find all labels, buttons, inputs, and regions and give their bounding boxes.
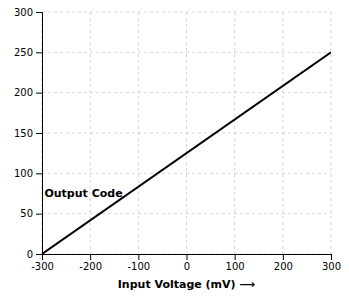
- x-tick: 300: [322, 254, 341, 272]
- x-tick-label: 200: [274, 261, 293, 272]
- x-tick: 200: [274, 254, 293, 272]
- y-tick-label: 200: [14, 87, 33, 98]
- y-axis: 0 50 100 150 200 250 300: [14, 7, 43, 260]
- y-tick: 200: [14, 87, 42, 98]
- y-tick-label: 0: [27, 249, 33, 260]
- y-tick-mark: [36, 254, 42, 255]
- chart: -300 -200 -100 0 100 200 300 0 50 100 150 200 250 300…: [0, 0, 349, 298]
- y-tick-label: 100: [14, 168, 33, 179]
- x-tick-label: -200: [79, 261, 102, 272]
- x-tick-label: 100: [226, 261, 245, 272]
- x-tick-mark: [235, 254, 236, 260]
- y-axis-line: [36, 13, 43, 255]
- x-tick: -200: [79, 254, 102, 272]
- x-tick-label: -100: [127, 261, 150, 272]
- grid-line-y: [42, 12, 331, 13]
- series: [42, 52, 331, 254]
- grid-line-y: [42, 213, 331, 214]
- x-tick-mark: [138, 254, 139, 260]
- y-tick: 0: [27, 249, 42, 260]
- y-tick: 300: [14, 7, 42, 18]
- y-tick-mark: [36, 93, 42, 94]
- x-tick: 0: [184, 254, 190, 272]
- grid-line-y: [42, 133, 331, 134]
- x-tick-label: -300: [31, 261, 54, 272]
- grid-line-y: [42, 52, 331, 53]
- x-tick: -300: [31, 254, 54, 272]
- y-tick-label: 150: [14, 128, 33, 139]
- x-tick-mark: [90, 254, 91, 260]
- x-tick-label: 300: [322, 261, 341, 272]
- y-tick-mark: [36, 52, 42, 53]
- x-tick-mark: [283, 254, 284, 260]
- y-tick-label: 250: [14, 47, 33, 58]
- annotation: Output Code: [44, 187, 122, 200]
- y-tick: 100: [14, 168, 42, 179]
- x-tick: -100: [127, 254, 150, 272]
- y-tick-mark: [36, 214, 42, 215]
- y-tick-mark: [36, 133, 42, 134]
- y-tick-label: 300: [14, 7, 33, 18]
- x-axis: -300 -200 -100 0 100 200 300: [31, 254, 341, 272]
- y-tick-mark: [36, 12, 42, 13]
- grid-line-y: [42, 173, 331, 174]
- x-tick-label: 0: [184, 261, 190, 272]
- x-axis-line: [43, 255, 332, 261]
- y-tick-mark: [36, 173, 42, 174]
- y-tick: 250: [14, 47, 42, 58]
- annotations: Output Code: [44, 187, 122, 200]
- x-tick-mark: [331, 254, 332, 260]
- x-tick-mark: [187, 254, 188, 260]
- y-tick: 50: [20, 208, 42, 219]
- line: [42, 52, 331, 254]
- grid-line-y: [42, 92, 331, 93]
- grid: [42, 12, 331, 254]
- x-tick: 100: [226, 254, 245, 272]
- y-tick-label: 50: [20, 208, 33, 219]
- y-tick: 150: [14, 128, 42, 139]
- x-axis-title: Input Voltage (mV) ⟶: [118, 278, 256, 291]
- plot: -300 -200 -100 0 100 200 300 0 50 100 150 200 250 300…: [14, 7, 341, 272]
